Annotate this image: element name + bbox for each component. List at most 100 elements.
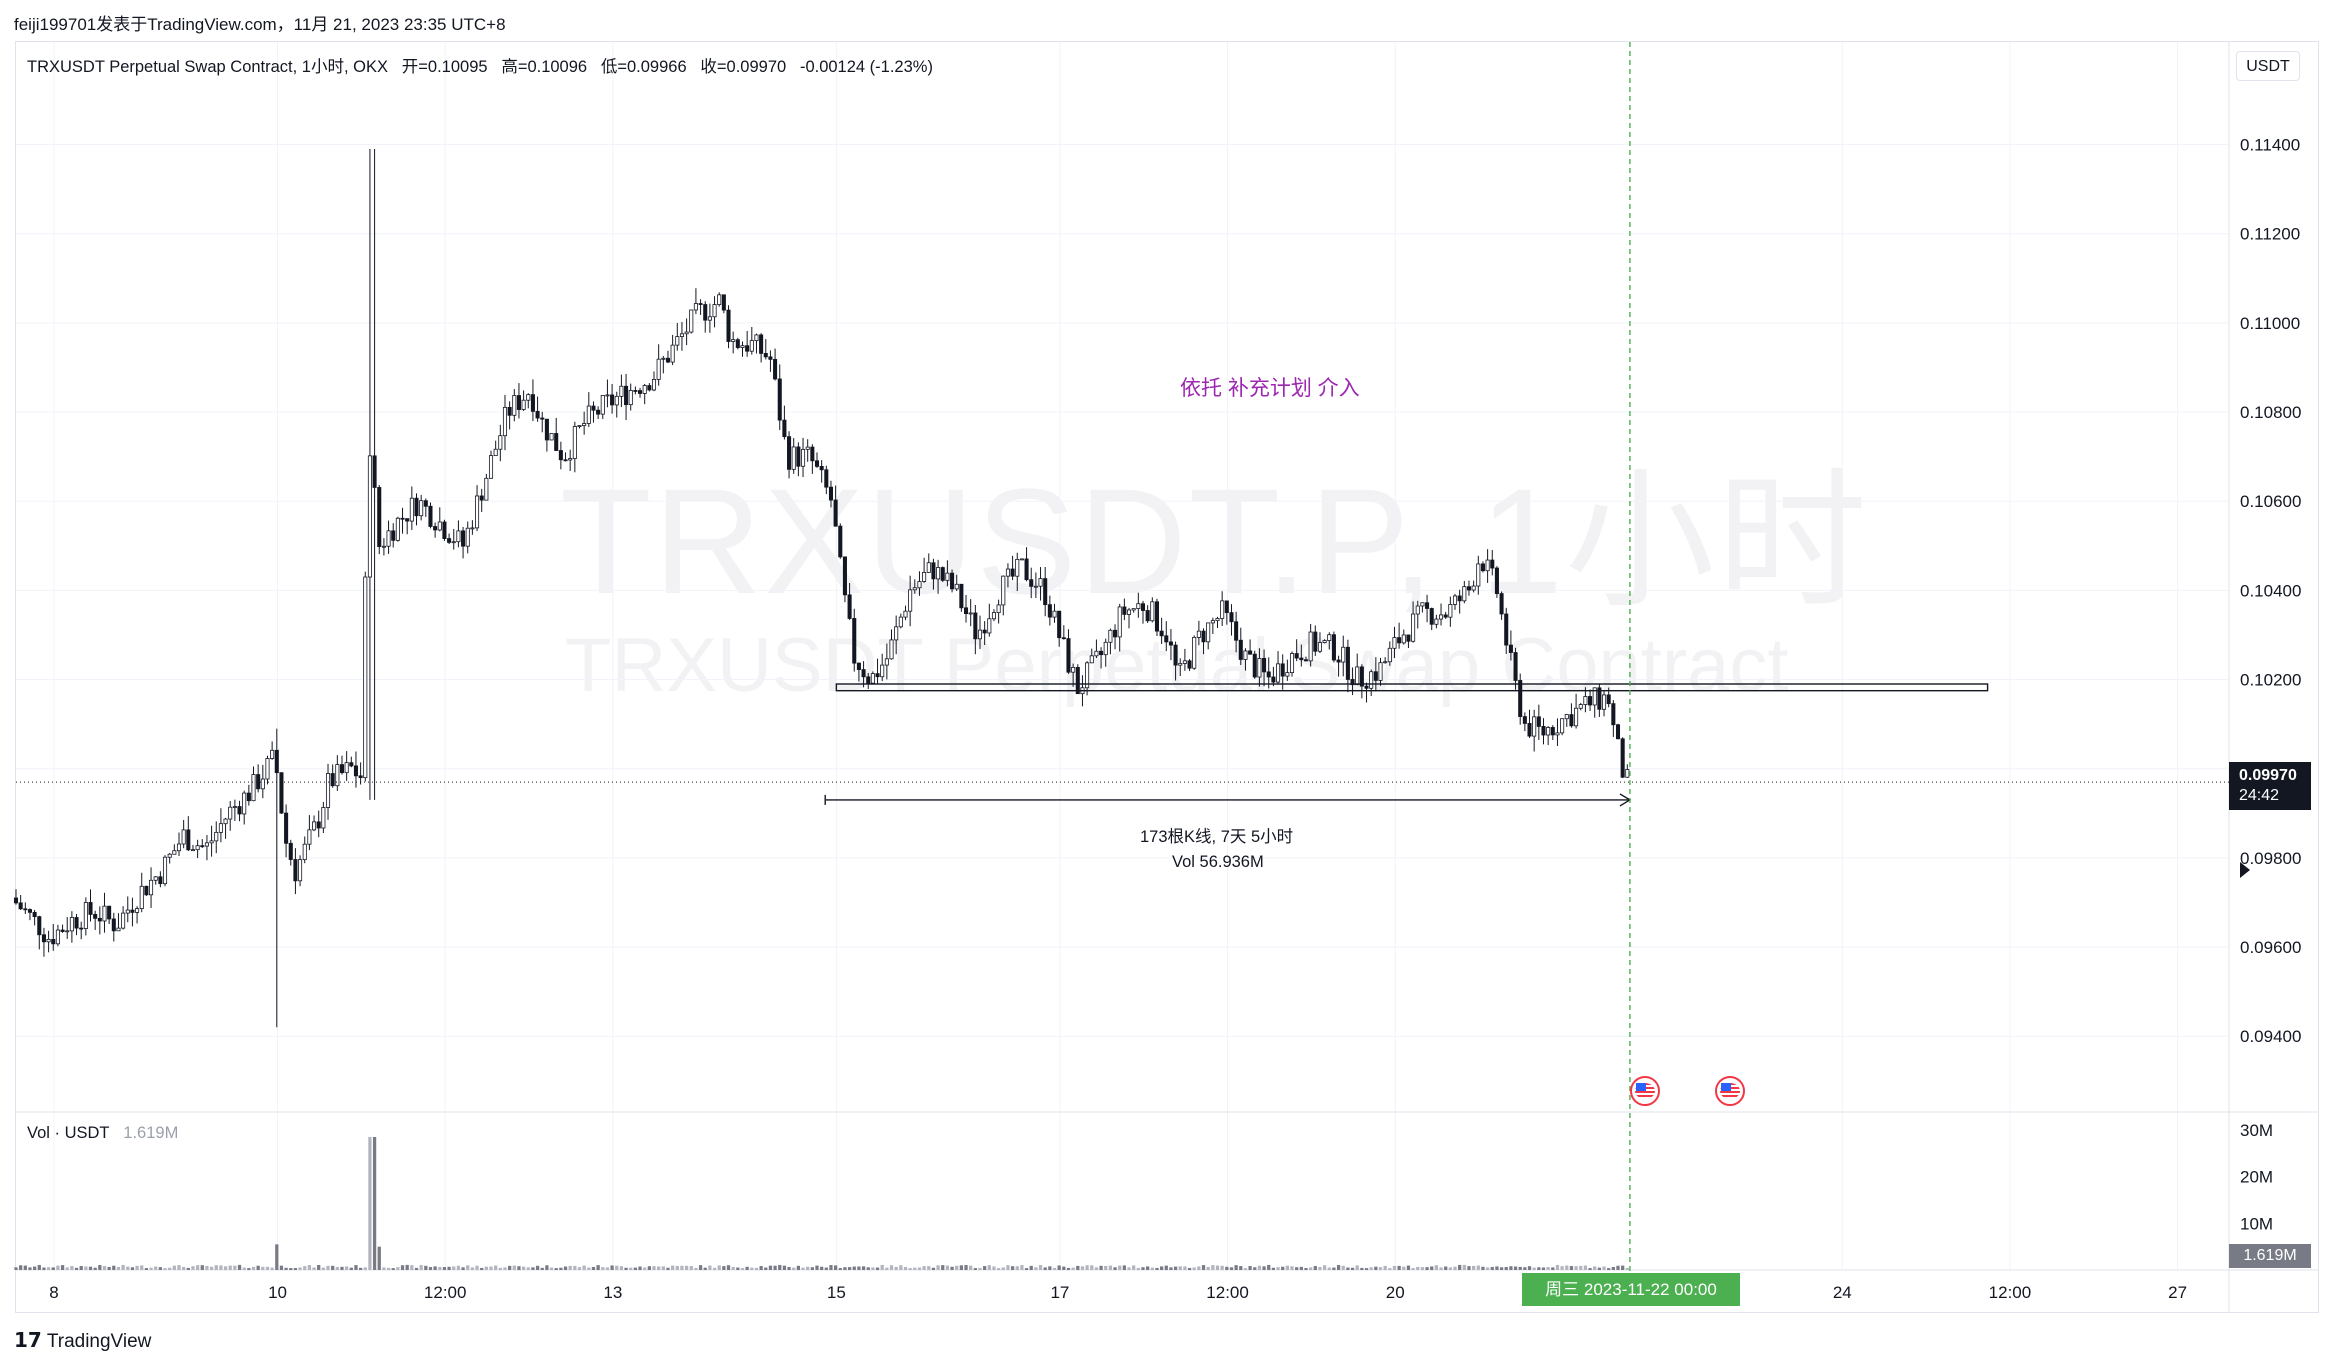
volume-bar <box>1579 1265 1583 1270</box>
volume-bar <box>60 1265 65 1270</box>
us-flag-event-icon[interactable] <box>1630 1076 1660 1106</box>
volume-bar <box>1015 1266 1019 1270</box>
volume-bar <box>1024 1268 1029 1270</box>
volume-bar <box>1062 1266 1066 1270</box>
candle-body <box>302 843 307 861</box>
volume-bar <box>1555 1264 1560 1270</box>
volume-bar <box>512 1265 516 1270</box>
volume-bar <box>913 1267 917 1270</box>
candle-body <box>973 612 978 640</box>
volume-bar <box>1392 1265 1397 1270</box>
candle-body <box>433 526 438 531</box>
volume-bar <box>759 1266 763 1270</box>
candle-body <box>442 521 447 539</box>
volume-bar <box>377 1246 381 1270</box>
volume-bar <box>368 1137 372 1270</box>
time-tick-label: 15 <box>827 1283 846 1302</box>
volume-bar <box>1518 1266 1522 1270</box>
volume-bar <box>1141 1267 1145 1270</box>
candle-body <box>740 345 745 348</box>
candle-body <box>1434 618 1439 625</box>
symbol-legend[interactable]: TRXUSDT Perpetual Swap Contract, 1小时, OK… <box>27 53 933 77</box>
candle-body <box>842 556 847 596</box>
volume-legend[interactable]: Vol · USDT 1.619M <box>27 1124 178 1143</box>
price-tick-label: 0.10800 <box>2240 403 2301 422</box>
candle-body <box>149 879 154 896</box>
volume-bar <box>419 1265 423 1270</box>
candle-body <box>1210 620 1215 624</box>
candle-body <box>1546 727 1551 736</box>
candle-body <box>1383 661 1388 664</box>
candle-body <box>1429 608 1434 625</box>
volume-bar <box>521 1266 526 1270</box>
candle-body <box>1522 716 1527 724</box>
candle-body <box>18 902 23 910</box>
volume-bar <box>941 1265 945 1270</box>
volume-bar <box>633 1267 638 1270</box>
volume-bar <box>1355 1265 1359 1270</box>
volume-bar <box>708 1265 712 1270</box>
time-tick-label: 12:00 <box>1989 1283 2032 1302</box>
candle-body <box>502 406 508 437</box>
candle-body <box>200 845 205 848</box>
candle-body <box>32 911 37 918</box>
candle-body <box>1238 639 1243 660</box>
volume-bar <box>438 1266 442 1270</box>
volume-bar <box>428 1267 433 1270</box>
candle-body <box>1117 606 1122 638</box>
candle-body <box>1411 613 1416 642</box>
candle-body <box>1224 600 1229 614</box>
price-tick-label: 0.09400 <box>2240 1027 2301 1046</box>
volume-bar <box>1257 1265 1262 1270</box>
volume-bar <box>1132 1265 1136 1270</box>
volume-bar <box>1090 1265 1094 1270</box>
candle-body <box>107 905 112 920</box>
us-flag-event-icon[interactable] <box>1715 1076 1745 1106</box>
candle-body <box>349 762 354 767</box>
volume-bar <box>298 1267 302 1270</box>
volume-bar <box>517 1266 521 1270</box>
candle-body <box>759 334 764 354</box>
volume-bar <box>126 1266 130 1270</box>
candle-body <box>274 749 279 774</box>
candle-body <box>83 902 88 930</box>
volume-bar <box>1173 1266 1178 1270</box>
volume-bar <box>503 1267 507 1270</box>
currency-button[interactable]: USDT <box>2236 51 2300 81</box>
candle-body <box>591 405 596 411</box>
volume-bar <box>1169 1267 1173 1270</box>
tradingview-logo[interactable]: 17 TradingView <box>14 1328 151 1353</box>
volume-bar <box>1183 1266 1187 1270</box>
volume-bar <box>1444 1266 1448 1270</box>
volume-bar <box>349 1267 353 1270</box>
candle-body <box>801 448 806 467</box>
time-tick-label: 8 <box>49 1283 58 1302</box>
volume-bar <box>102 1266 107 1270</box>
volume-bar <box>745 1266 749 1270</box>
candle-body <box>265 758 270 780</box>
candle-body <box>1588 696 1593 706</box>
volume-bar <box>200 1265 204 1270</box>
volume-bar <box>801 1267 805 1270</box>
volume-bar <box>820 1266 824 1270</box>
play-arrow-icon[interactable] <box>2240 862 2250 878</box>
volume-bar <box>978 1267 982 1270</box>
support-zone-rectangle[interactable] <box>835 683 1989 692</box>
volume-bar <box>554 1268 558 1270</box>
candle-body <box>218 823 223 833</box>
text-annotation[interactable]: 依托 补充计划 介入 <box>1180 377 1360 400</box>
candle-body <box>568 458 573 461</box>
candle-body <box>209 840 214 844</box>
candle-body <box>1578 704 1583 709</box>
volume-bar <box>871 1267 875 1270</box>
volume-bar <box>750 1267 754 1270</box>
candle-body <box>670 344 675 363</box>
volume-bar <box>615 1265 619 1270</box>
candle-body <box>861 669 866 678</box>
volume-bar <box>1271 1267 1276 1270</box>
volume-bar <box>568 1265 572 1270</box>
candle-body <box>237 806 242 815</box>
candle-body <box>1373 671 1378 681</box>
volume-bar <box>1416 1266 1420 1270</box>
